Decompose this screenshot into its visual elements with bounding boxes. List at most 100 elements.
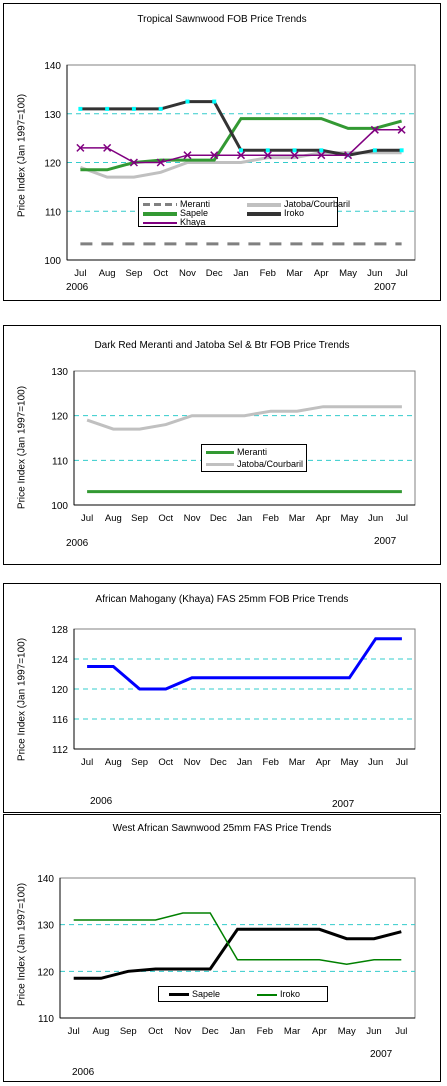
data-point bbox=[370, 125, 379, 134]
x-tick-label: May bbox=[340, 757, 358, 768]
y-tick-label: 110 bbox=[45, 207, 61, 218]
marker-stroke bbox=[236, 151, 246, 160]
data-point bbox=[344, 151, 353, 160]
marker-stroke bbox=[103, 143, 112, 152]
chart-plot: 100 110 120 130 Jul Aug Sep Oct Nov Dec Jan Feb Mar A… bbox=[51, 367, 416, 524]
y-tick-label: 120 bbox=[37, 967, 54, 978]
x-tick-label: Mar bbox=[286, 268, 302, 279]
x-tick-label: Jul bbox=[396, 757, 408, 768]
chart-plot: 100 110 120 130 140 Jul Aug Sep Oct Nov Dec Jan Feb M… bbox=[44, 61, 416, 279]
data-point bbox=[319, 148, 324, 153]
y-tick-label: 120 bbox=[51, 412, 68, 423]
data-point bbox=[131, 106, 136, 111]
legend-item-jatoba: Jatoba/Courbaril bbox=[206, 459, 303, 469]
legend-label: Jatoba/Courbaril bbox=[237, 459, 304, 469]
series-line-jatoba-courbaril bbox=[79, 151, 402, 179]
y-tick-label: 120 bbox=[44, 159, 61, 170]
x-tick-label: Nov bbox=[174, 1026, 191, 1037]
x-tick-label: Jan bbox=[233, 268, 248, 279]
x-tick-label: Apr bbox=[316, 513, 331, 524]
x-tick-label: Apr bbox=[314, 268, 329, 279]
x-tick-label: Apr bbox=[312, 1026, 327, 1037]
marker-stroke bbox=[156, 158, 165, 167]
marker-stroke bbox=[263, 151, 272, 160]
y-tick-label: 100 bbox=[51, 501, 68, 512]
y-tick-label: 140 bbox=[37, 874, 54, 885]
x-tick-label: Feb bbox=[257, 1026, 273, 1037]
legend-label: Meranti bbox=[180, 199, 211, 209]
data-point bbox=[265, 148, 270, 153]
x-tick-label: Oct bbox=[148, 1026, 163, 1037]
marker-stroke bbox=[344, 151, 353, 160]
x-tick-label: Aug bbox=[105, 757, 122, 768]
y-tick-label: 100 bbox=[44, 256, 61, 267]
plot-area bbox=[73, 370, 416, 506]
x-tick-label: Sep bbox=[120, 1026, 137, 1037]
legend-item-meranti: Meranti bbox=[206, 447, 267, 457]
x-tick-label: Dec bbox=[202, 1026, 219, 1037]
legend-swatch bbox=[206, 451, 234, 455]
legend-swatch bbox=[143, 203, 177, 207]
x-tick-label: Sep bbox=[131, 757, 148, 768]
data-point bbox=[263, 151, 272, 160]
y-tick-label: 140 bbox=[44, 61, 61, 72]
legend-label: Iroko bbox=[284, 208, 305, 218]
x-tick-label: Jul bbox=[395, 1026, 407, 1037]
x-tick-label: Nov bbox=[184, 757, 201, 768]
data-point bbox=[103, 143, 112, 152]
legend-swatch bbox=[257, 993, 277, 996]
chart-title: West African Sawnwood 25mm FAS Price Tre… bbox=[112, 823, 332, 834]
x-tick-label: May bbox=[339, 268, 357, 279]
data-point bbox=[76, 143, 85, 152]
legend-swatch bbox=[206, 463, 234, 467]
y-tick-label: 130 bbox=[44, 110, 61, 121]
legend-swatch bbox=[169, 993, 189, 997]
data-point bbox=[156, 158, 165, 167]
chart-title: Dark Red Meranti and Jatoba Sel & Btr FO… bbox=[94, 340, 350, 351]
legend-label: Khaya bbox=[180, 217, 206, 227]
data-point bbox=[317, 151, 326, 160]
x-tick-label: Feb bbox=[260, 268, 276, 279]
legend-label: Jatoba/Courbaril bbox=[284, 199, 351, 209]
x-tick-label: Jan bbox=[230, 1026, 245, 1037]
marker-stroke bbox=[317, 151, 326, 160]
x-tick-label: Sep bbox=[131, 513, 148, 524]
chart-panel-african-mahogany: African Mahogany (Khaya) FAS 25mm FOB Pr… bbox=[3, 583, 441, 813]
x-tick-label: Oct bbox=[153, 268, 168, 279]
marker-stroke bbox=[183, 151, 192, 160]
legend-label: Iroko bbox=[280, 989, 301, 999]
x-tick-label: Jul bbox=[68, 1026, 80, 1037]
x-tick-label: Jul bbox=[396, 268, 408, 279]
marker-stroke bbox=[370, 125, 379, 134]
data-point bbox=[185, 99, 190, 104]
x-tick-label: Dec bbox=[210, 513, 227, 524]
x-tick-label: Jul bbox=[81, 757, 93, 768]
chart-panel-tropical-sawnwood: Tropical Sawnwood FOB Price Trends Price… bbox=[3, 3, 441, 301]
data-point bbox=[399, 148, 404, 153]
x-tick-label: Mar bbox=[289, 513, 305, 524]
year-label-start: 2006 bbox=[66, 282, 89, 293]
x-tick-label: Jun bbox=[368, 513, 383, 524]
legend-item-iroko: Iroko bbox=[247, 208, 304, 218]
y-tick-label: 112 bbox=[52, 745, 68, 756]
x-tick-label: Dec bbox=[210, 757, 227, 768]
legend-swatch bbox=[247, 211, 281, 216]
x-tick-label: Jan bbox=[237, 757, 252, 768]
chart-legend: Meranti Jatoba/Courbaril bbox=[201, 444, 307, 472]
year-label-start: 2006 bbox=[90, 796, 113, 807]
legend-item-meranti: Meranti bbox=[143, 199, 210, 209]
chart-plot: 112 116 120 124 128 Jul Aug Sep Oct Nov Dec Jan Feb M… bbox=[51, 625, 416, 768]
y-tick-label: 120 bbox=[51, 685, 68, 696]
data-point bbox=[78, 106, 83, 111]
data-point bbox=[292, 148, 297, 153]
year-label-start: 2006 bbox=[72, 1067, 95, 1078]
x-tick-label: Nov bbox=[184, 513, 201, 524]
data-point bbox=[372, 148, 377, 153]
legend-label: Meranti bbox=[237, 447, 268, 457]
data-point bbox=[212, 99, 217, 104]
chart-legend: Meranti Jatoba/Courbaril Sapele Iroko Kh… bbox=[138, 197, 350, 227]
legend-item-sapele: Sapele bbox=[143, 208, 208, 218]
marker-stroke bbox=[76, 143, 85, 152]
data-point bbox=[183, 151, 192, 160]
x-tick-label: Dec bbox=[206, 268, 223, 279]
